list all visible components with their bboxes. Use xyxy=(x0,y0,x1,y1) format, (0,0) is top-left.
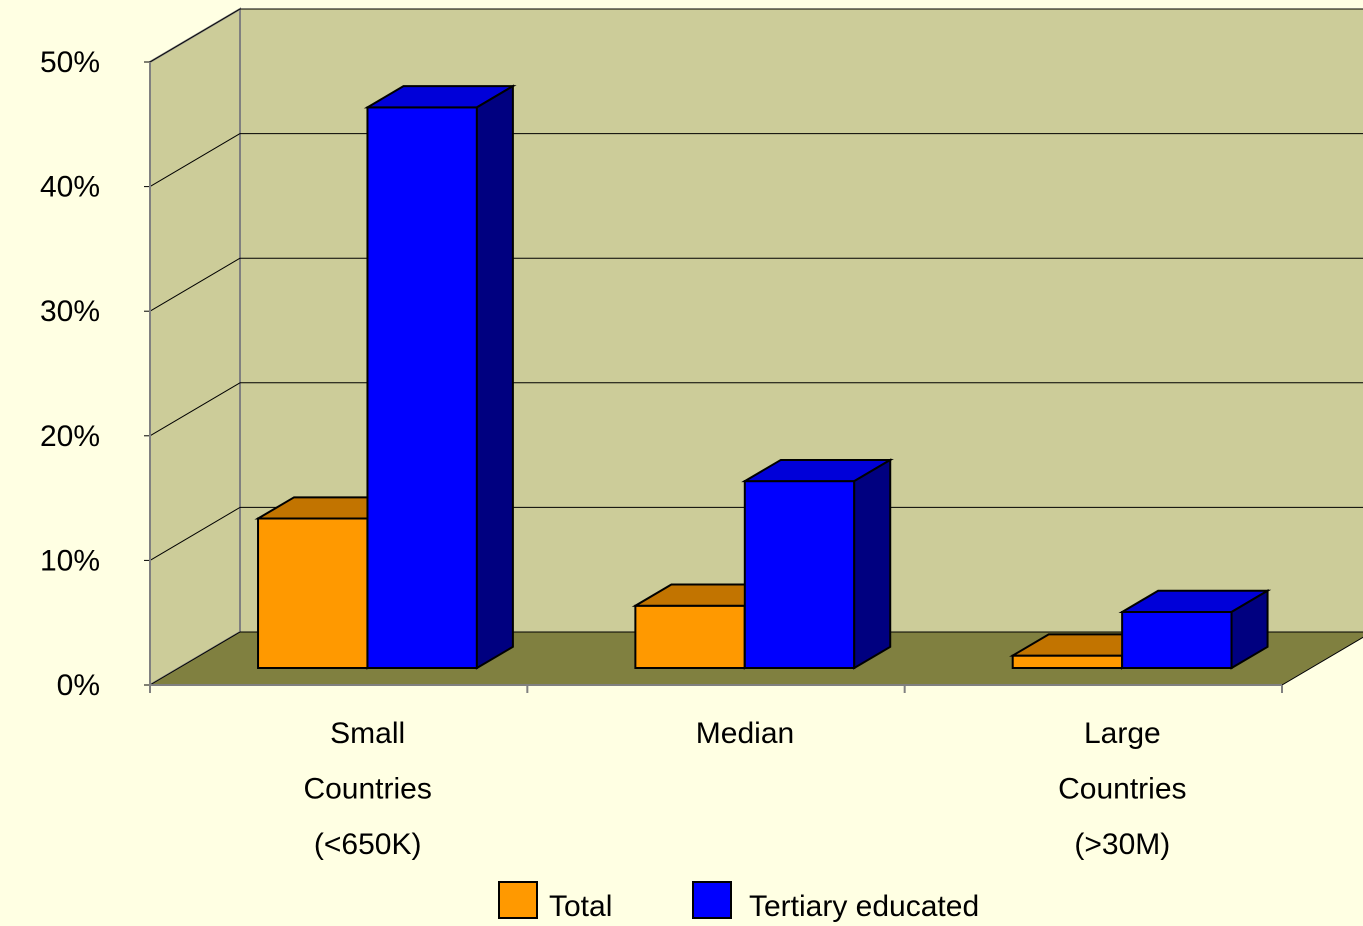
grid-line xyxy=(149,8,241,63)
y-tick-label: 20% xyxy=(40,420,100,453)
y-tick-label: 40% xyxy=(40,171,100,204)
bar-side xyxy=(1230,589,1269,670)
bar-front xyxy=(366,106,478,670)
bar-side xyxy=(853,458,892,670)
legend-label: Tertiary educated xyxy=(749,890,979,923)
bar-side xyxy=(475,84,514,670)
legend-swatch xyxy=(498,881,538,919)
legend-swatch xyxy=(692,881,732,919)
grid-line xyxy=(149,382,241,437)
bar-front xyxy=(634,604,746,670)
bar-front xyxy=(1121,610,1233,670)
grid-line xyxy=(149,257,241,312)
x-tick-label: Large Countries (>30M) xyxy=(1058,717,1186,861)
floor-edge xyxy=(1281,636,1363,686)
bar xyxy=(363,84,517,670)
y-tick-label: 50% xyxy=(40,46,100,79)
back-wall xyxy=(240,9,1363,632)
grid-line xyxy=(149,506,241,561)
bar xyxy=(741,458,894,670)
y-tick-label: 10% xyxy=(40,544,100,577)
bar xyxy=(1118,589,1272,670)
grid-line xyxy=(149,133,241,188)
side-wall xyxy=(149,7,241,687)
bar-front xyxy=(1011,654,1124,670)
bar-front xyxy=(257,517,369,670)
grid-line xyxy=(149,631,241,686)
y-tick-label: 30% xyxy=(40,295,100,328)
legend-label: Total xyxy=(549,890,612,923)
x-tick-label: Small Countries (<650K) xyxy=(303,717,431,861)
bar-front xyxy=(743,480,856,670)
x-tick-label: Median xyxy=(696,717,794,750)
y-tick-label: 0% xyxy=(57,669,100,702)
